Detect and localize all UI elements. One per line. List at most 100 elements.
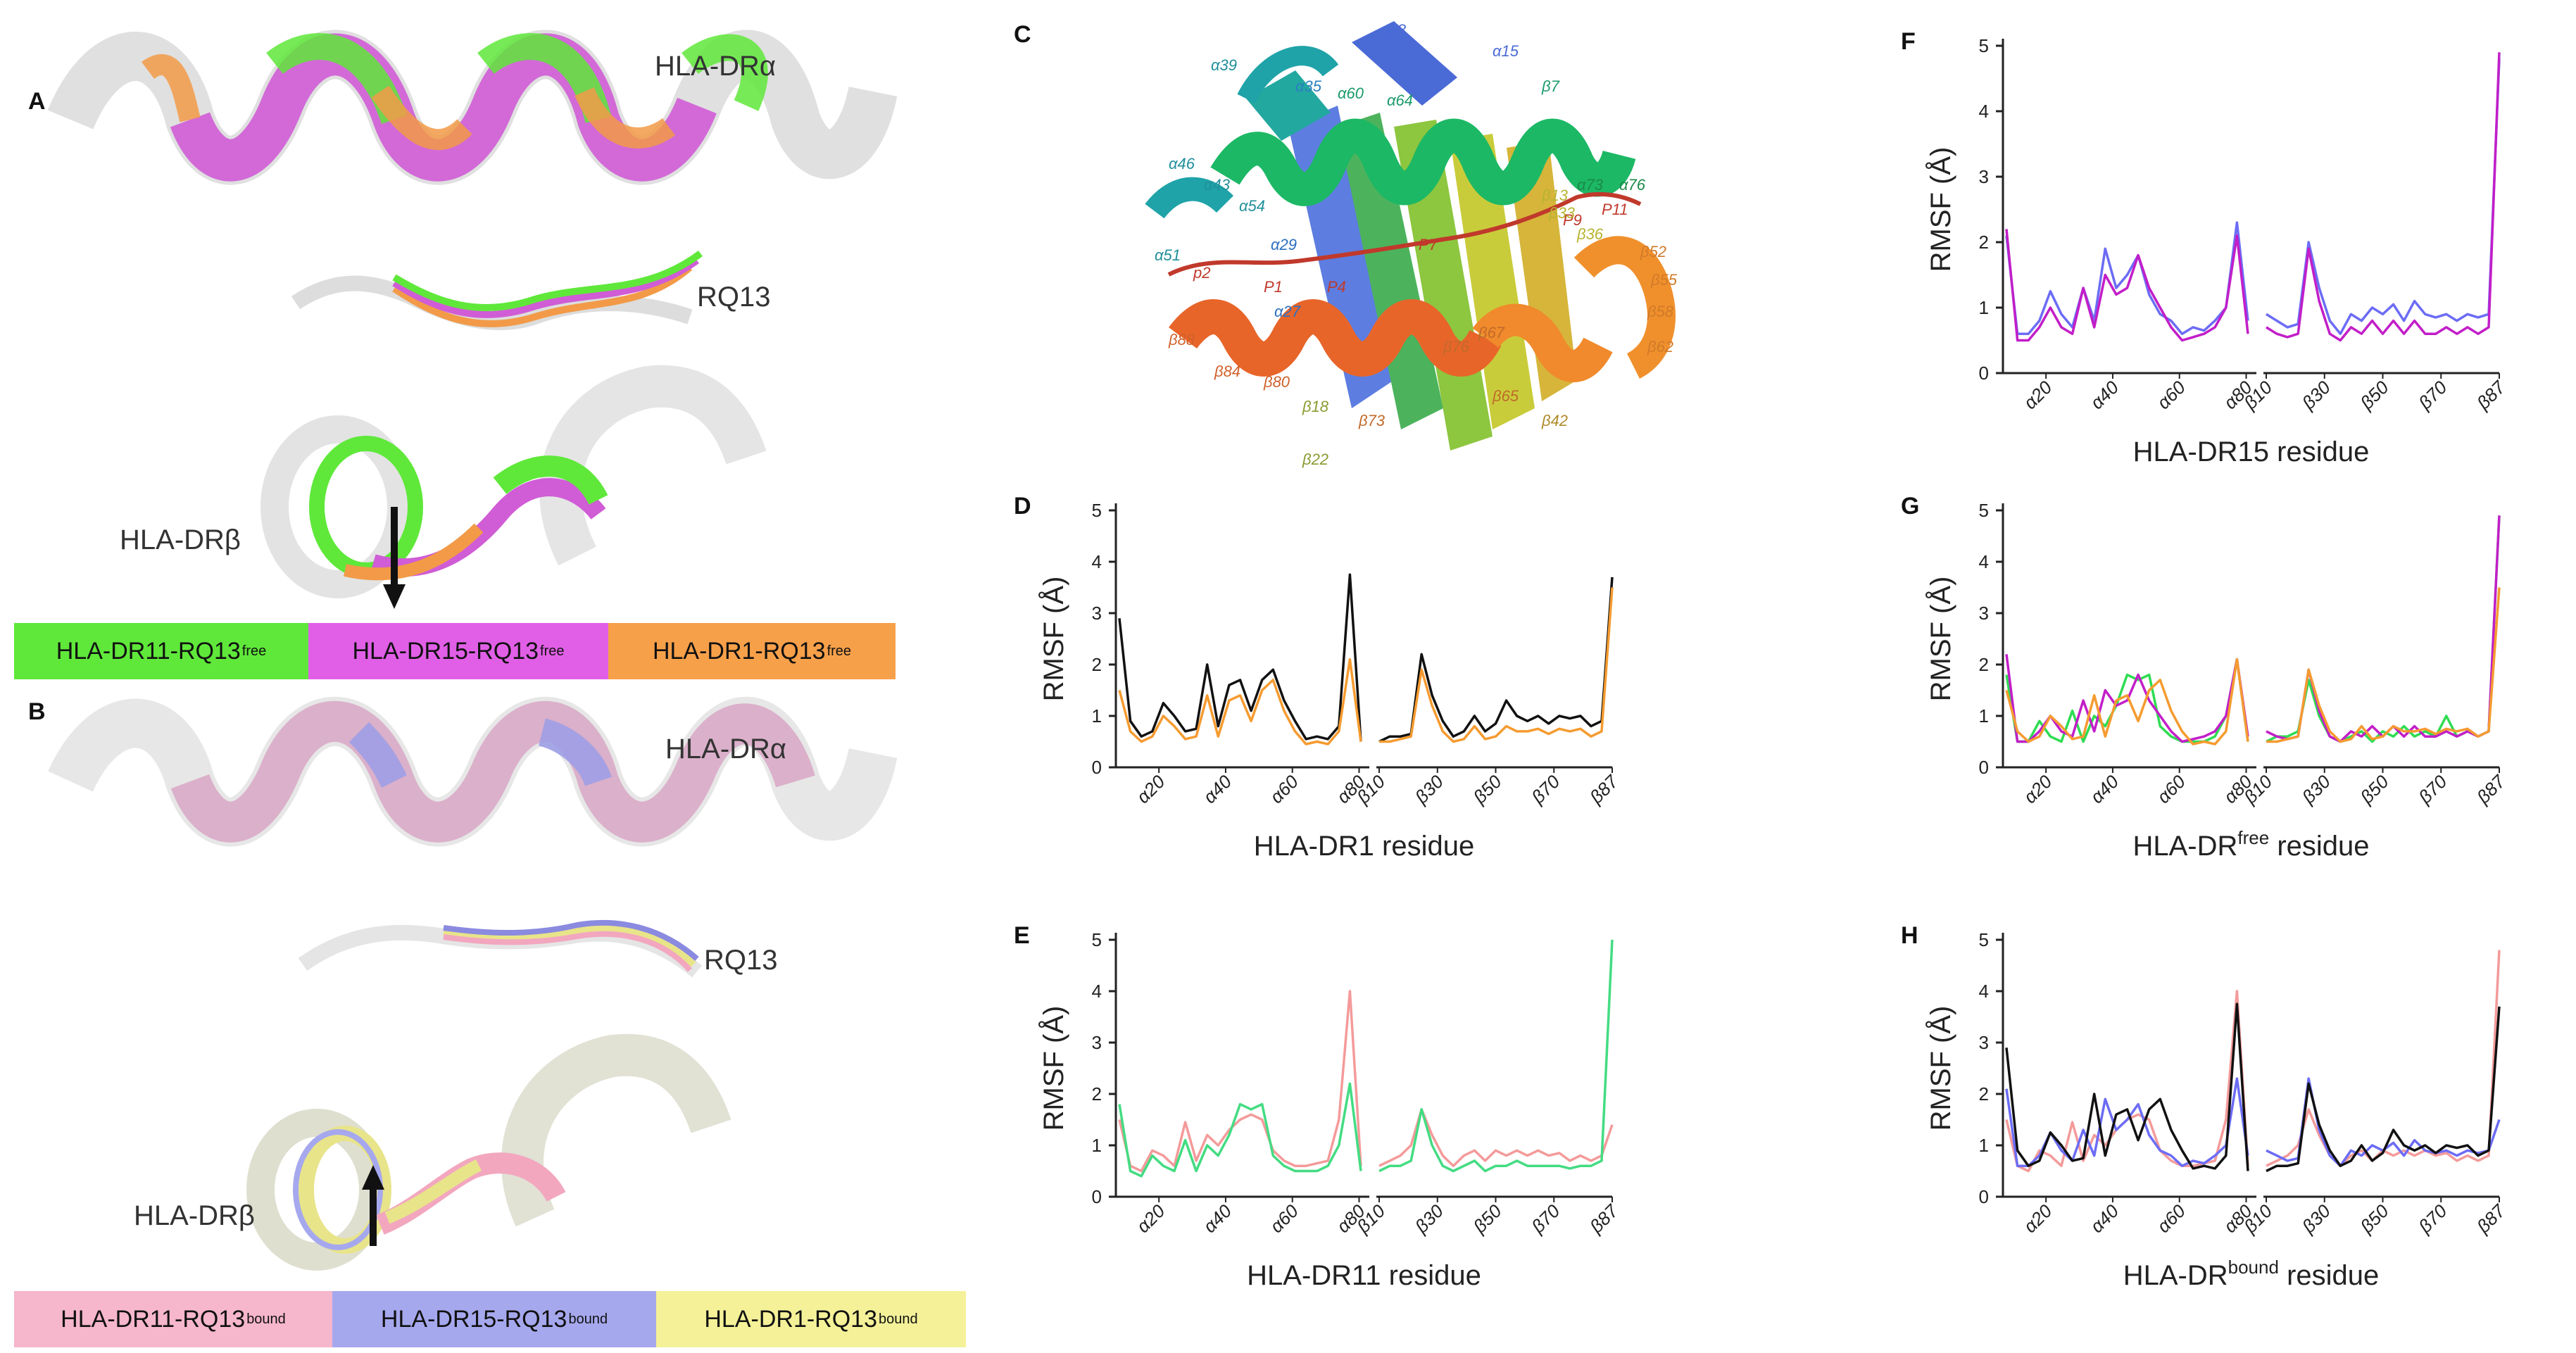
legend-dr15-bound: HLA-DR15-RQ13 bound	[332, 1291, 656, 1347]
x-tick-label: β30	[2297, 771, 2335, 808]
x-tick-label: β70	[2414, 771, 2451, 808]
panel-b-peptide	[298, 919, 703, 978]
panel-a-peptide-label: RQ13	[697, 282, 771, 313]
series-line-beta	[2266, 587, 2501, 743]
x-tick-label: α60	[1266, 1200, 1303, 1238]
y-tick-label: 4	[1979, 981, 1989, 1002]
residue-label: α54	[1239, 197, 1265, 215]
residue-label: α29	[1271, 236, 1297, 253]
series-line-beta	[1378, 939, 1614, 1173]
legend-dr11-free-text: HLA-DR11-RQ13	[56, 637, 241, 665]
legend-dr11-bound-text: HLA-DR11-RQ13	[61, 1305, 246, 1333]
residue-label: P9	[1563, 211, 1582, 229]
series-line-alpha	[2005, 657, 2249, 743]
residue-label: p2	[1193, 264, 1210, 282]
y-tick-label: 5	[1092, 929, 1102, 950]
series-line-beta	[2266, 52, 2501, 342]
x-tick-label: β50	[2356, 377, 2393, 414]
panel-b-alpha-label: HLA-DRα	[665, 734, 787, 764]
x-tick-label: β87	[1585, 1200, 1623, 1238]
residue-label: β22	[1302, 451, 1328, 468]
legend-dr1-free-sup: free	[827, 643, 852, 659]
panel-a-letter: A	[28, 88, 46, 115]
y-tick-label: 1	[1979, 297, 1989, 318]
x-tick-label: α40	[1199, 1200, 1236, 1238]
x-tick-label: β30	[1410, 771, 1447, 808]
series-line-alpha	[1118, 657, 1362, 745]
residue-label: α39	[1211, 56, 1237, 74]
panel-c-beta1-helix	[1169, 236, 1676, 382]
x-tick-label: β87	[2472, 770, 2510, 808]
x-tick-label: α20	[2019, 771, 2056, 808]
x-tick-label: α40	[2086, 377, 2123, 414]
residue-label: β52	[1640, 243, 1666, 260]
panel-a-beta-label: HLA-DRβ	[120, 524, 241, 555]
residue-label: β36	[1576, 225, 1604, 243]
residue-label: β42	[1541, 412, 1568, 429]
legend-dr1-free: HLA-DR1-RQ13 free	[608, 623, 896, 679]
legend-dr11-free-sup: free	[241, 643, 267, 659]
y-axis-title: RMSF (Å)	[1925, 577, 1956, 702]
y-tick-label: 3	[1979, 1032, 1989, 1053]
x-axis-title: HLA-DRbound residue	[2123, 1257, 2380, 1291]
x-axis-title: HLA-DR15 residue	[2133, 436, 2370, 467]
y-tick-label: 2	[1092, 1083, 1102, 1105]
x-tick-label: α60	[2153, 377, 2190, 414]
residue-label: β62	[1647, 338, 1673, 355]
panel-c-alpha1-helix	[1145, 46, 1636, 219]
residue-label: P4	[1327, 278, 1346, 296]
y-tick-label: 2	[1979, 1083, 1989, 1105]
x-tick-label: β70	[1527, 1200, 1564, 1238]
residue-label: β88	[1168, 331, 1195, 348]
y-tick-label: 0	[1979, 363, 1989, 384]
panel-letter: G	[1901, 493, 1919, 520]
residue-label: α35	[1295, 77, 1322, 95]
panel-b-structure	[48, 696, 898, 1271]
y-tick-label: 1	[1979, 1135, 1989, 1156]
x-tick-label: α40	[2086, 771, 2123, 808]
legend-dr1-bound-text: HLA-DR1-RQ13	[704, 1305, 877, 1333]
x-tick-label: α20	[2019, 377, 2056, 414]
panel-c-structure: α18 α15 α39 α35 α60 α64 β7 α73 α76 α46 α43 α54 α29 α2…	[1145, 21, 1678, 468]
residue-label: β80	[1263, 373, 1290, 391]
y-tick-label: 4	[1979, 551, 1989, 572]
residue-label: β18	[1302, 398, 1329, 415]
residue-label: α18	[1380, 21, 1407, 39]
residue-label: α64	[1387, 92, 1413, 109]
legend-dr15-free-sup: free	[540, 643, 565, 659]
x-tick-label: β70	[2414, 377, 2451, 414]
panel-b-beta-label: HLA-DRβ	[134, 1200, 255, 1231]
series-line-alpha	[2005, 1002, 2249, 1171]
y-axis-title: RMSF (Å)	[1925, 147, 1956, 272]
y-tick-label: 1	[1979, 705, 1989, 726]
legend-dr15-bound-text: HLA-DR15-RQ13	[380, 1305, 567, 1333]
x-tick-label: β30	[1410, 1200, 1447, 1238]
legend-dr11-bound-sup: bound	[246, 1311, 286, 1327]
x-axis-title: HLA-DR1 residue	[1254, 831, 1474, 862]
y-axis-title: RMSF (Å)	[1038, 1006, 1069, 1131]
residue-label: β13	[1541, 187, 1569, 204]
y-tick-label: 2	[1979, 232, 1989, 253]
series-line-beta	[2266, 58, 2501, 335]
series-line-alpha	[2005, 990, 2249, 1173]
x-tick-label: α60	[2153, 1200, 2190, 1238]
y-tick-label: 5	[1979, 929, 1989, 950]
residue-label: β7	[1541, 77, 1560, 95]
panel-letter: F	[1901, 28, 1916, 55]
y-tick-label: 3	[1092, 603, 1102, 624]
residue-label: α51	[1155, 246, 1181, 264]
x-tick-label: α20	[1132, 1200, 1169, 1238]
panel-a-structure	[47, 30, 898, 609]
residue-label: α15	[1493, 42, 1519, 60]
x-tick-label: β87	[1585, 770, 1623, 808]
panel-a-alpha-label: HLA-DRα	[655, 51, 777, 82]
x-tick-label: α40	[1199, 771, 1236, 808]
x-axis-title: HLA-DR11 residue	[1247, 1260, 1481, 1291]
y-tick-label: 3	[1979, 166, 1989, 187]
legend-dr15-free-text: HLA-DR15-RQ13	[352, 637, 539, 665]
panel-a-peptide	[291, 250, 703, 331]
y-tick-label: 3	[1092, 1032, 1102, 1053]
x-tick-label: β30	[2297, 1200, 2335, 1238]
